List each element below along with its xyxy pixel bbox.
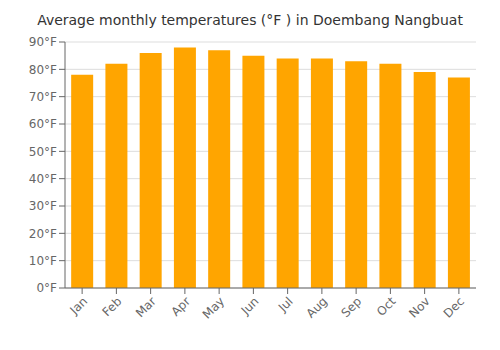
svg-text:50°F: 50°F [29,145,57,159]
svg-text:Jun: Jun [238,294,262,318]
svg-text:80°F: 80°F [29,63,57,77]
svg-text:90°F: 90°F [29,35,57,49]
html-text:Average monthly temperatures (: Average monthly temperatures (°F ) in Do… [37,12,463,28]
svg-text:Jan: Jan [67,294,91,318]
svg-text:70°F: 70°F [29,90,57,104]
svg-text:20°F: 20°F [29,227,57,241]
svg-text:0°F: 0°F [36,281,57,295]
svg-text:Aug: Aug [304,294,330,320]
svg-text:Nov: Nov [406,294,432,320]
svg-text:Dec: Dec [441,294,467,320]
svg-text:Mar: Mar [133,294,159,320]
svg-text:30°F: 30°F [29,199,57,213]
svg-text:10°F: 10°F [29,254,57,268]
svg-text:Apr: Apr [168,294,193,319]
svg-text:40°F: 40°F [29,172,57,186]
svg-text:60°F: 60°F [29,117,57,131]
svg-text:Jul: Jul [275,294,296,315]
svg-text:May: May [200,294,227,321]
svg-text:Feb: Feb [100,294,125,319]
svg-text:Sep: Sep [338,294,364,320]
svg-text:Oct: Oct [374,294,399,319]
